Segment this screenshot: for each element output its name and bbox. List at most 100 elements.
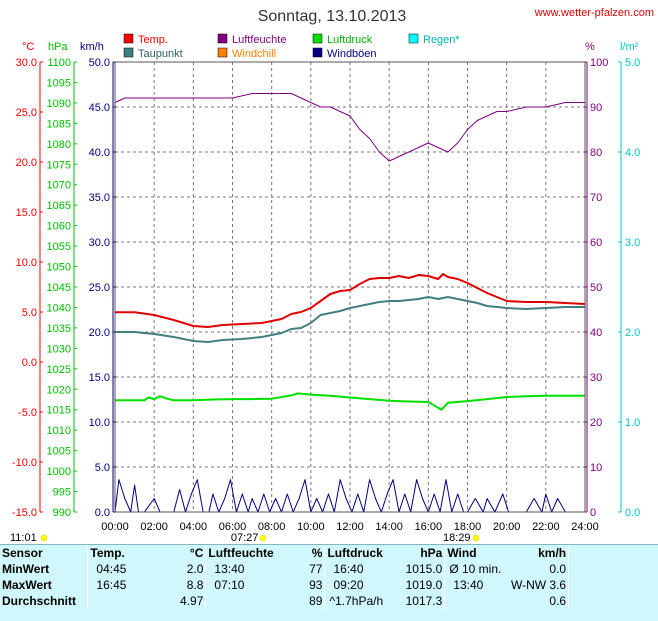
x-tick-label: 14:00: [375, 521, 403, 533]
pressure-axis-tick-label: 1035: [47, 323, 71, 335]
wind-axis-tick-label: 5.0: [95, 462, 110, 474]
humidity-axis-tick-label: 30: [590, 372, 602, 384]
wind-value: 0.0: [549, 562, 567, 576]
pressure-axis-tick-label: 1095: [47, 77, 71, 89]
humidity-axis-tick-label: 0: [590, 507, 596, 519]
wind-axis-tick-label: 45.0: [89, 102, 110, 114]
wind-axis-tick-label: 20.0: [89, 327, 110, 339]
temp-axis-tick-label: 30.0: [16, 57, 37, 69]
humidity-time: 13:40: [205, 561, 290, 577]
grid: [115, 62, 585, 512]
pressure-axis-tick-label: 1040: [47, 302, 71, 314]
pressure-time: 09:20: [324, 577, 392, 593]
series-lines: [114, 93, 586, 513]
temp-axis-tick-label: 25.0: [16, 107, 37, 119]
pressure-axis-tick-label: 990: [53, 507, 71, 519]
x-tick-label: 20:00: [493, 521, 521, 533]
sunset-label: 18:29: [443, 532, 471, 544]
wind-time: Ø 10 min.: [444, 561, 509, 577]
humidity-value: 93: [309, 578, 323, 592]
humidity-unit: %: [585, 41, 595, 53]
x-tick-label: 22:00: [532, 521, 560, 533]
pressure-axis-tick-label: 1010: [47, 425, 71, 437]
temp-time: [87, 593, 148, 609]
wind-axis-tick-label: 35.0: [89, 192, 110, 204]
humidity-axis-tick-label: 70: [590, 192, 602, 204]
wind-unit: km/h: [80, 41, 104, 53]
temp-time: 16:45: [87, 577, 148, 593]
humidity-axis-tick-label: 40: [590, 327, 602, 339]
pressure-axis-tick-label: 1090: [47, 98, 71, 110]
x-tick-label: 04:00: [180, 521, 208, 533]
humidity-axis-tick-label: 80: [590, 147, 602, 159]
pressure-axis-tick-label: 1030: [47, 343, 71, 355]
temp-unit: °C: [22, 41, 34, 53]
x-tick-label: 02:00: [140, 521, 168, 533]
series-temp: [115, 273, 586, 328]
temp-axis-tick-label: -5.0: [18, 407, 37, 419]
temp-time: 04:45: [87, 561, 148, 577]
legend-label: Temp.: [138, 34, 168, 46]
pressure-axis-tick-label: 1020: [47, 384, 71, 396]
temp-axis-tick-label: 10.0: [16, 257, 37, 269]
x-tick-label: 06:00: [219, 521, 247, 533]
legend: Temp. Luftfeuchte Luftdruck Regen* Taupunkt W…: [123, 33, 460, 60]
wind-axis-tick-label: 40.0: [89, 147, 110, 159]
series-taupunkt: [115, 296, 585, 343]
temp-axis-tick-label: 0.0: [22, 357, 37, 369]
legend-swatch: [123, 33, 134, 44]
humidity-value: 77: [309, 562, 323, 576]
pressure-axis-tick-label: 1025: [47, 364, 71, 376]
stats-row-max: MaxWert 16:45 8.8 07:10 93 09:20 1019.0 …: [0, 577, 658, 593]
wind-axis-tick-label: 50.0: [89, 57, 110, 69]
wind-axis-tick-label: 15.0: [89, 372, 110, 384]
site-url: www.wetter-pfalzen.com: [534, 7, 654, 19]
legend-swatch: [312, 33, 323, 44]
header-humidity-unit: %: [311, 546, 323, 560]
axis-units: °C hPa km/h % l/m²: [22, 41, 639, 53]
x-tick-label: 12:00: [336, 521, 364, 533]
humidity-time: [205, 593, 290, 609]
pressure-axis-tick-label: 1050: [47, 262, 71, 274]
legend-swatch: [408, 33, 419, 44]
pressure-axis-tick-label: 1070: [47, 180, 71, 192]
pressure-axis-tick-label: 1085: [47, 118, 71, 130]
wind-value: 0.6: [549, 594, 567, 608]
rain-axis-tick-label: 4.0: [625, 147, 640, 159]
pressure-axis-tick-label: 1045: [47, 282, 71, 294]
chart-title: Sonntag, 13.10.2013: [258, 8, 407, 25]
wind-value: W-NW 3.6: [510, 578, 567, 592]
pressure-axis-tick-label: 1075: [47, 159, 71, 171]
temp-axis-tick-label: 5.0: [22, 307, 37, 319]
x-tick-label: 24:00: [571, 521, 599, 533]
stats-row-min: MinWert 04:45 2.0 13:40 77 16:40 1015.0 …: [0, 561, 658, 577]
pressure-unit: hPa: [48, 41, 68, 53]
pressure-axis-tick-label: 1100: [47, 57, 71, 69]
rain-unit: l/m²: [620, 41, 639, 53]
header-wind-unit: km/h: [538, 546, 567, 560]
pressure-axis-tick-label: 995: [53, 487, 71, 499]
moonrise-label: 11:01: [10, 532, 37, 544]
temp-value: 8.8: [186, 578, 204, 592]
wind-axis-tick-label: 25.0: [89, 282, 110, 294]
stats-row-average: Durchschnitt 4.97 89 ^1.7hPa/h 1017.3 0.…: [0, 593, 658, 609]
legend-label: Windchill: [232, 48, 276, 60]
pressure-axis-tick-label: 1065: [47, 200, 71, 212]
header-temp: Temp.: [87, 545, 148, 561]
x-tick-label: 16:00: [415, 521, 443, 533]
header-temp-unit: °C: [189, 546, 204, 560]
pressure-axis-tick-label: 1080: [47, 139, 71, 151]
pressure-axis-tick-label: 1005: [47, 446, 71, 458]
wind-axis-tick-label: 10.0: [89, 417, 110, 429]
sunset-icon: [472, 534, 480, 542]
temp-axis-tick-label: -15.0: [12, 507, 37, 519]
header-pressure-unit: hPa: [420, 546, 443, 560]
sunrise-icon: [259, 534, 267, 542]
pressure-value: 1019.0: [405, 578, 443, 592]
wind-axis-tick-label: 0.0: [95, 507, 110, 519]
pressure-axis-tick-label: 1015: [47, 405, 71, 417]
stats-header-row: Sensor Temp. °C Luftfeuchte % Luftdruck …: [0, 545, 658, 561]
sun-times: 11:01 07:27 18:29: [10, 532, 480, 544]
x-axis: 00:00 02:00 04:00 06:00 08:00 10:00 12:00 14:00…: [101, 521, 599, 533]
humidity-axis-tick-label: 20: [590, 417, 602, 429]
